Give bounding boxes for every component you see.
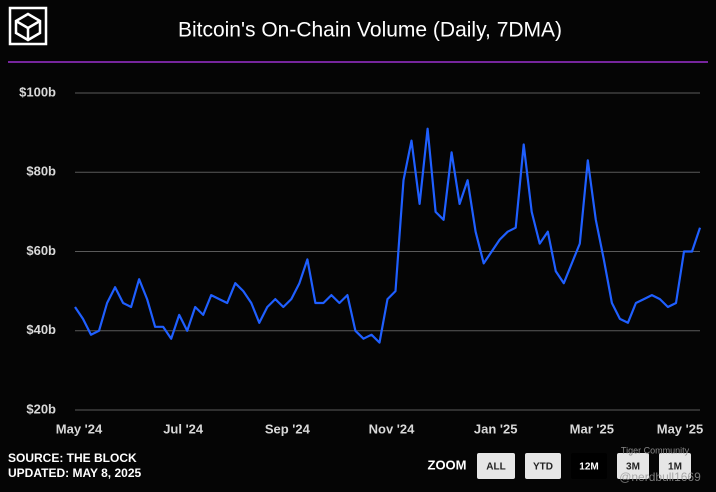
zoom-button[interactable] xyxy=(659,453,691,479)
zoom-button-label[interactable]: ALL xyxy=(486,462,505,473)
x-tick-label: May '24 xyxy=(56,421,103,436)
zoom-button[interactable] xyxy=(525,453,561,479)
zoom-button-label[interactable]: 1M xyxy=(668,462,682,473)
y-tick-label: $100b xyxy=(19,84,56,99)
zoom-buttons: ALL YTD 12M 3M 1M xyxy=(477,453,691,479)
zoom-label: ZOOM xyxy=(428,457,467,472)
logo xyxy=(8,6,48,46)
x-tick-label: Mar '25 xyxy=(570,421,614,436)
x-tick-label: Jul '24 xyxy=(163,421,204,436)
watermark: @nerdbull1669 xyxy=(619,470,701,484)
line-series xyxy=(74,127,702,344)
zoom-button-label[interactable]: YTD xyxy=(533,462,553,473)
y-tick-label: $40b xyxy=(26,322,56,337)
source: SOURCE: THE BLOCK xyxy=(8,451,137,465)
zoom-button-label[interactable]: 12M xyxy=(579,462,598,473)
zoom-button-label[interactable]: 3M xyxy=(626,462,640,473)
zoom-button[interactable] xyxy=(477,453,515,479)
x-tick-label: Jan '25 xyxy=(474,421,518,436)
watermark: Tiger Community xyxy=(621,445,690,455)
y-tick-label: $60b xyxy=(26,243,56,258)
zoom-button[interactable] xyxy=(571,453,607,479)
x-tick-label: Nov '24 xyxy=(369,421,415,436)
y-tick-label: $20b xyxy=(26,401,56,416)
x-tick-label: Sep '24 xyxy=(265,421,311,436)
updated: UPDATED: MAY 8, 2025 xyxy=(8,466,141,480)
zoom-button[interactable] xyxy=(617,453,649,479)
chart-title: Bitcoin's On-Chain Volume (Daily, 7DMA) xyxy=(178,19,562,42)
x-tick-label: May '25 xyxy=(657,421,703,436)
y-tick-label: $80b xyxy=(26,164,56,179)
